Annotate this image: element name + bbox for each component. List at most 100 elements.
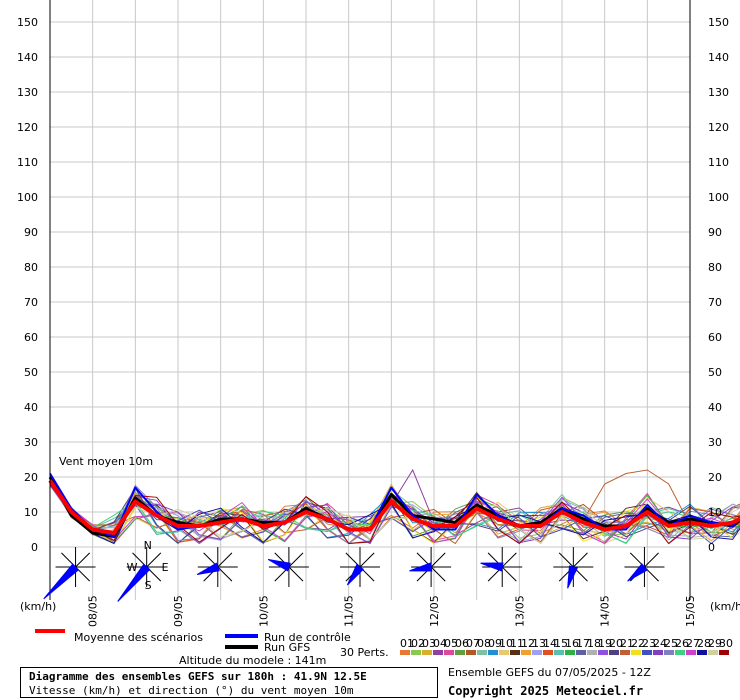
y-tick-label: 100 xyxy=(17,191,38,204)
wind-rose: NE WS xyxy=(117,539,169,602)
y-tick-label: 70 xyxy=(24,296,38,309)
pert-number: 04 xyxy=(433,637,447,650)
wind-rose xyxy=(267,547,309,587)
rose-petal xyxy=(480,562,504,572)
pert-number: 08 xyxy=(477,637,491,650)
y-tick-label: 50 xyxy=(24,366,38,379)
pert-number: 10 xyxy=(499,637,513,650)
pert-swatch xyxy=(510,650,520,655)
mean-legend: Moyenne des scénarios xyxy=(74,631,203,644)
pert-swatch xyxy=(719,650,729,655)
y-tick-label: 110 xyxy=(17,156,38,169)
y-tick-label: 140 xyxy=(17,51,38,64)
pert-swatch xyxy=(433,650,443,655)
pert-number: 02 xyxy=(411,637,425,650)
rose-petal xyxy=(346,563,365,586)
rose-e-label: E xyxy=(162,561,169,574)
y-tick-label: 70 xyxy=(708,296,722,309)
pert-number: 03 xyxy=(422,637,436,650)
y-tick-label: 0 xyxy=(708,541,715,554)
pert-swatch xyxy=(466,650,476,655)
units-right: (km/h) xyxy=(710,600,740,613)
pert-swatch xyxy=(620,650,630,655)
pert-swatch xyxy=(488,650,498,655)
pert-swatch xyxy=(708,650,718,655)
units-left: (km/h) xyxy=(20,600,56,613)
pert-swatch xyxy=(642,650,652,655)
pert-number: 30 xyxy=(719,637,733,650)
rose-w-label: W xyxy=(127,561,138,574)
wind-rose xyxy=(340,547,380,587)
mean-line xyxy=(48,479,740,535)
x-tick-label: 14/05 xyxy=(599,595,612,627)
pert-number: 12 xyxy=(521,637,535,650)
rose-petal xyxy=(196,562,220,576)
y-tick-label: 60 xyxy=(708,331,722,344)
pert-number: 06 xyxy=(455,637,469,650)
pert-swatch xyxy=(521,650,531,655)
wind-rose xyxy=(196,547,238,587)
y-tick-label: 100 xyxy=(708,191,729,204)
pert-swatch xyxy=(532,650,542,655)
pert-swatch xyxy=(422,650,432,655)
y-tick-label: 80 xyxy=(708,261,722,274)
pert-number: 05 xyxy=(444,637,458,650)
pert-swatch xyxy=(686,650,696,655)
y-tick-label: 40 xyxy=(708,401,722,414)
control-legend: Run de contrôle xyxy=(264,631,351,644)
y-tick-label: 30 xyxy=(24,436,38,449)
y-tick-label: 20 xyxy=(708,471,722,484)
chart-subtitle: Vitesse (km/h) et direction (°) du vent … xyxy=(29,684,354,697)
pert-swatch xyxy=(554,650,564,655)
pert-number: 16 xyxy=(565,637,579,650)
y-axis-left: 0 10 20 30 40 50 60 70 80 90 100 110 120 130 140 150 xyxy=(17,16,38,554)
x-tick-label: 11/05 xyxy=(343,595,356,627)
x-tick-label: 10/05 xyxy=(257,595,270,627)
y-tick-label: 0 xyxy=(31,541,38,554)
y-tick-label: 80 xyxy=(24,261,38,274)
rose-petal xyxy=(409,562,433,572)
pert-number: 24 xyxy=(653,637,667,650)
mean-swatch xyxy=(35,629,65,633)
rose-petal xyxy=(43,563,80,600)
pert-swatch xyxy=(477,650,487,655)
y-tick-label: 120 xyxy=(17,121,38,134)
y-tick-label: 20 xyxy=(24,471,38,484)
perts-legend: 30 Perts. xyxy=(340,646,389,659)
y-tick-label: 50 xyxy=(708,366,722,379)
rose-petal xyxy=(627,563,648,582)
y-tick-label: 130 xyxy=(708,86,729,99)
wind-rose xyxy=(553,547,594,589)
y-tick-label: 40 xyxy=(24,401,38,414)
pert-swatch xyxy=(631,650,641,655)
pert-swatch xyxy=(543,650,553,655)
x-axis: 08/05 09/05 10/05 11/05 12/05 13/05 14/05 15/05 xyxy=(87,595,697,627)
wind-roses: NE WS xyxy=(43,539,665,602)
wind-rose xyxy=(43,547,96,600)
pert-swatch xyxy=(697,650,707,655)
y-tick-label: 90 xyxy=(24,226,38,239)
pert-swatch xyxy=(609,650,619,655)
plot-frame xyxy=(49,0,691,600)
pert-number: 21 xyxy=(620,637,634,650)
info-box: Diagramme des ensembles GEFS sur 180h : … xyxy=(20,667,438,698)
pert-number: 15 xyxy=(554,637,568,650)
y-tick-label: 130 xyxy=(17,86,38,99)
pert-number: 18 xyxy=(587,637,601,650)
pert-number: 01 xyxy=(400,637,414,650)
pert-number: 17 xyxy=(576,637,590,650)
pert-swatch xyxy=(576,650,586,655)
pert-swatch xyxy=(444,650,454,655)
y-tick-label: 60 xyxy=(24,331,38,344)
chart-title: Diagramme des ensembles GEFS sur 180h : … xyxy=(29,670,367,683)
gfs-swatch xyxy=(225,645,258,649)
y-axis-right: 0 10 20 30 40 50 60 70 80 90 100 110 120 130 140 150 xyxy=(708,16,729,554)
pert-swatch xyxy=(499,650,509,655)
pert-number: 14 xyxy=(543,637,557,650)
pert-number: 11 xyxy=(510,637,524,650)
y-tick-label: 30 xyxy=(708,436,722,449)
pert-number: 29 xyxy=(708,637,722,650)
x-tick-label: 08/05 xyxy=(87,595,100,627)
wind-rose xyxy=(480,547,523,587)
